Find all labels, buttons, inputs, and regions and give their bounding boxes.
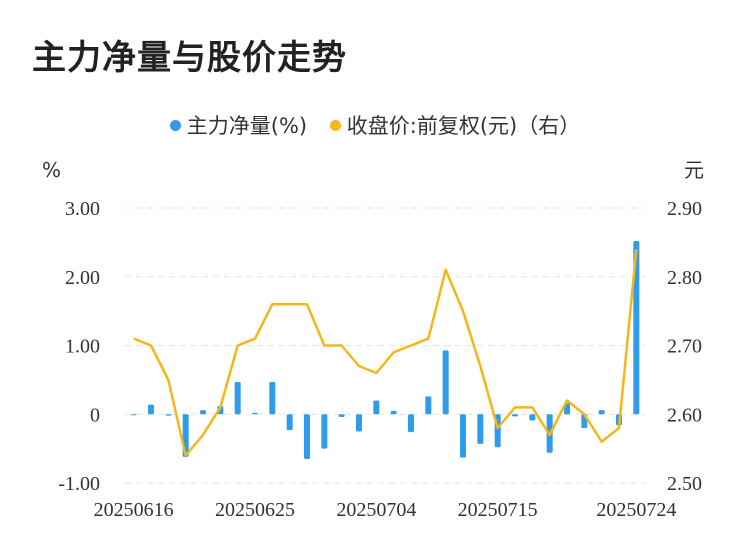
bar xyxy=(252,412,258,415)
right-axis-unit: 元 xyxy=(684,158,704,182)
left-axis-unit: % xyxy=(42,158,61,182)
legend-line-marker-icon xyxy=(329,119,341,131)
x-axis-tick-label: 20250715 xyxy=(458,499,538,521)
legend-label-close-price: 收盘价:前复权(元)（右） xyxy=(346,114,581,138)
bar xyxy=(130,414,137,416)
x-axis-tick-label: 20250616 xyxy=(94,499,174,521)
bar xyxy=(165,414,172,416)
bar xyxy=(477,414,484,444)
bar xyxy=(442,350,449,415)
bar xyxy=(460,414,466,458)
bar xyxy=(373,400,380,415)
bar xyxy=(425,396,432,415)
price-line xyxy=(133,249,638,457)
legend-bar-marker-icon xyxy=(169,119,181,131)
legend-item-net-volume[interactable]: 主力净量(%) xyxy=(169,110,308,140)
bar xyxy=(286,414,293,431)
bar xyxy=(148,404,154,415)
legend-label-net-volume: 主力净量(%) xyxy=(186,114,308,138)
bar xyxy=(321,414,328,449)
chart-title: 主力净量与股价走势 xyxy=(32,38,347,78)
bar xyxy=(269,381,276,415)
bar xyxy=(234,381,241,415)
left-axis-tick-label: 3.00 xyxy=(65,198,100,220)
bar xyxy=(304,414,310,459)
left-axis-tick-label: 1.00 xyxy=(65,336,100,358)
right-axis-tick-label: 2.50 xyxy=(667,473,702,495)
right-axis-tick-label: 2.90 xyxy=(667,198,702,220)
left-axis-tick-label: 0 xyxy=(90,404,100,426)
chart-legend: 主力净量(%) 收盘价:前复权(元)（右） xyxy=(0,110,750,140)
right-axis-tick-label: 2.60 xyxy=(667,404,702,426)
x-axis-tick-label: 20250724 xyxy=(596,499,676,521)
bar xyxy=(408,414,414,433)
bar xyxy=(338,414,345,417)
bar xyxy=(529,414,536,421)
left-axis-tick-label: -1.00 xyxy=(58,473,100,495)
right-axis-tick-label: 2.70 xyxy=(667,336,702,358)
bar xyxy=(200,410,206,415)
x-axis-tick-label: 20250704 xyxy=(336,499,416,521)
right-axis-tick-label: 2.80 xyxy=(667,267,702,289)
bar xyxy=(356,414,362,432)
bar xyxy=(633,241,640,415)
x-axis-tick-label: 20250625 xyxy=(215,499,295,521)
left-axis-tick-label: 2.00 xyxy=(65,267,100,289)
bar xyxy=(390,410,397,415)
bar xyxy=(598,410,605,415)
legend-item-close-price[interactable]: 收盘价:前复权(元)（右） xyxy=(329,110,581,140)
bar xyxy=(512,414,518,417)
